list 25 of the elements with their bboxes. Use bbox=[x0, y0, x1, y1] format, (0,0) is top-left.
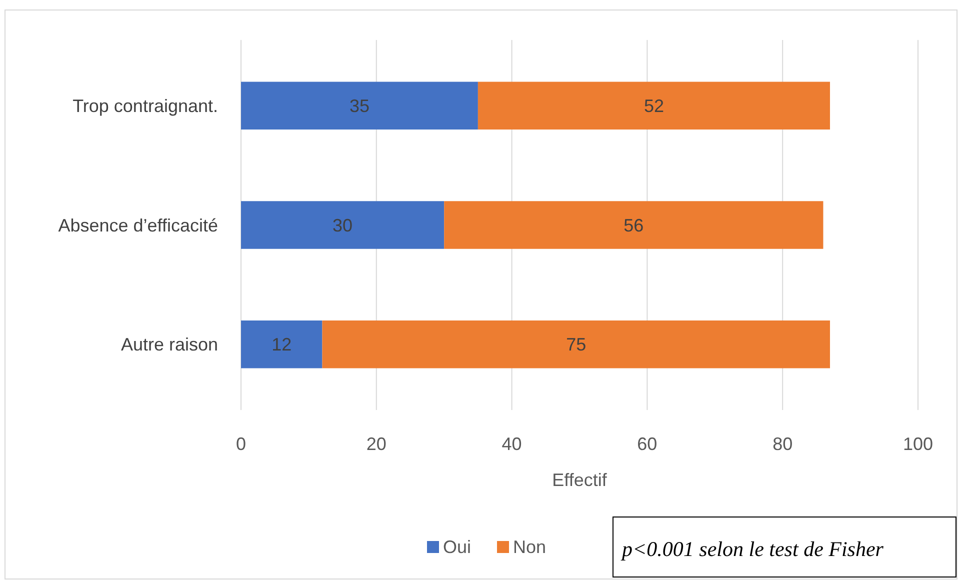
bar bbox=[241, 201, 444, 249]
y-tick-label: Autre raison bbox=[120, 334, 218, 355]
data-label: 75 bbox=[566, 334, 586, 355]
x-tick-label: 20 bbox=[366, 434, 386, 454]
data-label: 30 bbox=[332, 215, 353, 236]
x-axis-title: Effectif bbox=[552, 470, 608, 490]
data-label: 56 bbox=[624, 215, 644, 236]
x-tick-label: 60 bbox=[637, 434, 658, 454]
bar bbox=[241, 82, 478, 130]
x-tick-label: 40 bbox=[502, 434, 522, 454]
bar bbox=[241, 320, 322, 368]
y-tick-label: Absence d’efficacité bbox=[58, 215, 218, 236]
data-label: 35 bbox=[349, 96, 370, 116]
y-tick-label: Trop contraignant. bbox=[72, 96, 218, 116]
x-tick-label: 100 bbox=[902, 434, 934, 454]
data-label: 52 bbox=[644, 96, 664, 116]
bar bbox=[322, 320, 830, 368]
data-label: 12 bbox=[272, 334, 292, 355]
legend-label: Oui bbox=[443, 537, 472, 557]
x-tick-label: 0 bbox=[236, 434, 246, 454]
legend-label: Non bbox=[513, 537, 546, 557]
bar bbox=[478, 82, 830, 130]
x-tick-label: 80 bbox=[772, 434, 793, 454]
text: p<0.001 selon le test de Fisher bbox=[620, 537, 884, 561]
bar bbox=[444, 201, 824, 249]
